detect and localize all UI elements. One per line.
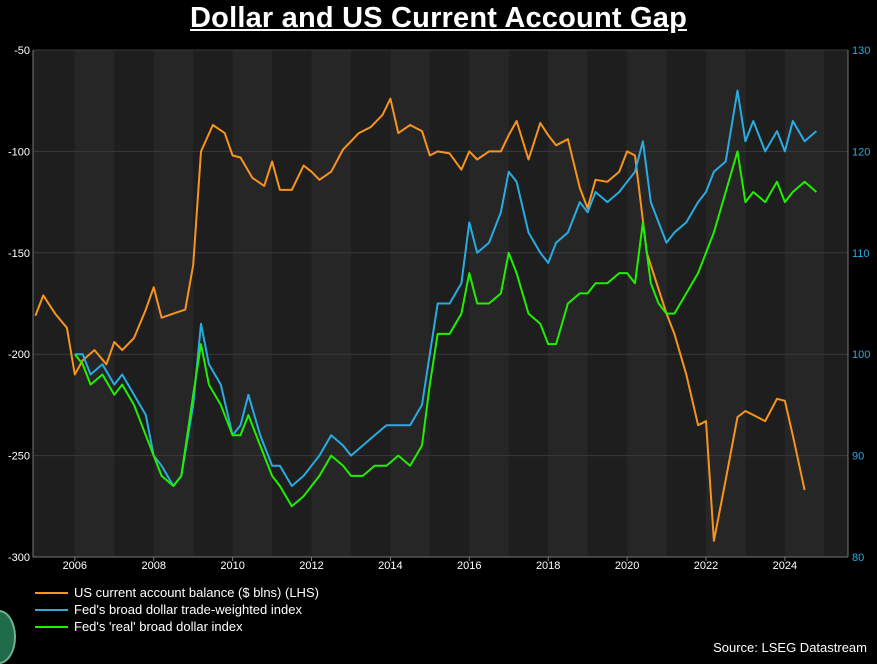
right-tick-label: 90 bbox=[852, 451, 864, 463]
x-axis: 2006 2008 2010 2012 2014 2016 2018 2020 2022 2024 bbox=[63, 557, 797, 572]
year-band bbox=[705, 50, 746, 557]
left-tick-label: -250 bbox=[8, 451, 30, 463]
x-tick-label: 2012 bbox=[299, 560, 323, 572]
legend-item-current-account: US current account balance ($ blns) (LHS… bbox=[35, 584, 319, 601]
left-tick-label: -300 bbox=[8, 552, 30, 564]
right-tick-label: 100 bbox=[852, 349, 870, 361]
legend-item-broad-dollar: Fed's broad dollar trade-weighted index bbox=[35, 601, 319, 618]
left-tick-label: -100 bbox=[8, 146, 30, 158]
year-band bbox=[311, 50, 351, 557]
right-tick-label: 110 bbox=[852, 248, 870, 260]
legend-label: Fed's 'real' broad dollar index bbox=[74, 619, 243, 634]
source-note: Source: LSEG Datastream bbox=[713, 640, 867, 655]
left-tick-label: -150 bbox=[8, 248, 30, 260]
right-tick-label: 130 bbox=[852, 45, 870, 57]
right-y-axis: 130 120 110 100 90 80 bbox=[852, 45, 870, 564]
legend-item-real-dollar: Fed's 'real' broad dollar index bbox=[35, 618, 319, 635]
right-tick-label: 80 bbox=[852, 552, 864, 564]
year-band bbox=[74, 50, 115, 557]
chart-title: Dollar and US Current Account Gap bbox=[190, 2, 687, 34]
year-band bbox=[627, 50, 667, 557]
x-tick-label: 2010 bbox=[220, 560, 244, 572]
x-tick-label: 2020 bbox=[615, 560, 639, 572]
x-tick-label: 2008 bbox=[141, 560, 165, 572]
legend-label: Fed's broad dollar trade-weighted index bbox=[74, 602, 302, 617]
left-tick-label: -200 bbox=[8, 349, 30, 361]
year-band bbox=[784, 50, 825, 557]
x-tick-label: 2018 bbox=[536, 560, 560, 572]
legend-swatch-blue bbox=[35, 608, 68, 611]
left-y-axis: -50 -100 -150 -200 -250 -300 bbox=[8, 45, 30, 564]
x-tick-label: 2016 bbox=[457, 560, 481, 572]
x-tick-label: 2006 bbox=[63, 560, 87, 572]
series-lines bbox=[34, 89, 818, 542]
left-tick-label: -50 bbox=[14, 45, 30, 57]
legend-swatch-green bbox=[35, 625, 68, 628]
legend-swatch-orange bbox=[35, 591, 68, 594]
x-tick-label: 2022 bbox=[694, 560, 718, 572]
x-tick-label: 2024 bbox=[773, 560, 797, 572]
year-band bbox=[232, 50, 273, 557]
right-tick-label: 120 bbox=[852, 146, 870, 158]
grid-lines bbox=[32, 49, 849, 558]
series-line-0 bbox=[34, 97, 806, 542]
x-tick-label: 2014 bbox=[378, 560, 402, 572]
legend: US current account balance ($ blns) (LHS… bbox=[35, 584, 319, 635]
legend-label: US current account balance ($ blns) (LHS… bbox=[74, 585, 319, 600]
series-line-2 bbox=[74, 150, 818, 508]
